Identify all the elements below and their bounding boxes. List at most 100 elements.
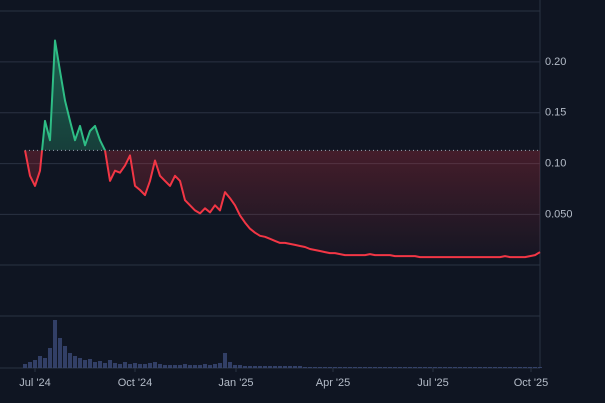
- volume-bar: [78, 358, 82, 368]
- volume-bar: [388, 367, 392, 368]
- volume-bar: [188, 365, 192, 368]
- volume-bar: [488, 367, 492, 368]
- y-tick-label: 0.050: [545, 208, 573, 220]
- volume-bar: [163, 365, 167, 368]
- x-tick-label: Oct '24: [118, 377, 153, 389]
- volume-bar: [428, 367, 432, 368]
- volume-bar: [538, 367, 542, 368]
- volume-bar: [248, 366, 252, 368]
- volume-bar: [33, 360, 37, 368]
- volume-bar: [128, 364, 132, 368]
- volume-bar: [483, 367, 487, 368]
- volume-bar: [258, 366, 262, 368]
- volume-bar: [193, 365, 197, 368]
- volume-bar: [503, 367, 507, 368]
- volume-bar: [173, 365, 177, 368]
- volume-bar: [518, 367, 522, 368]
- volume-bar: [238, 365, 242, 368]
- volume-bar: [463, 367, 467, 368]
- y-tick-label: 0.10: [545, 157, 566, 169]
- volume-bar: [383, 367, 387, 368]
- volume-bar: [308, 367, 312, 368]
- price-line-down: [24, 150, 541, 259]
- volume-bar: [63, 346, 67, 368]
- volume-bar: [333, 367, 337, 368]
- volume-bar: [198, 365, 202, 368]
- volume-bar: [413, 367, 417, 368]
- volume-bar: [183, 364, 187, 368]
- volume-bar: [48, 348, 52, 368]
- volume-bar: [528, 367, 532, 368]
- volume-bar: [148, 363, 152, 368]
- volume-bar: [133, 363, 137, 368]
- volume-bar: [343, 367, 347, 368]
- volume-bar: [53, 320, 57, 368]
- volume-bar: [278, 366, 282, 368]
- volume-bar: [448, 367, 452, 368]
- volume-bar: [83, 360, 87, 368]
- volume-bar: [218, 363, 222, 368]
- volume-bar: [353, 367, 357, 368]
- volume-bar: [473, 367, 477, 368]
- volume-bar: [508, 367, 512, 368]
- volume-bar: [393, 367, 397, 368]
- volume-bar: [268, 366, 272, 368]
- volume-bar: [168, 365, 172, 368]
- volume-bar: [313, 367, 317, 368]
- y-tick-label: 0.20: [545, 56, 566, 68]
- volume-bar: [363, 367, 367, 368]
- volume-bar: [138, 364, 142, 368]
- volume-bar: [58, 338, 62, 368]
- volume-bar: [208, 365, 212, 368]
- volume-bar: [213, 364, 217, 368]
- volume-bar: [323, 367, 327, 368]
- volume-bar: [408, 367, 412, 368]
- volume-bar: [283, 366, 287, 368]
- volume-bar: [373, 367, 377, 368]
- volume-bar: [108, 360, 112, 368]
- volume-bar: [73, 356, 77, 368]
- volume-bar: [43, 358, 47, 368]
- volume-bar: [468, 367, 472, 368]
- volume-bar: [223, 353, 227, 368]
- volume-bar: [443, 367, 447, 368]
- volume-bar: [378, 367, 382, 368]
- volume-bar: [118, 364, 122, 368]
- volume-bar: [338, 367, 342, 368]
- volume-bar: [88, 359, 92, 368]
- volume-bar: [143, 364, 147, 368]
- volume-bar: [23, 364, 27, 368]
- volume-bar: [93, 362, 97, 368]
- volume-bar: [368, 367, 372, 368]
- volume-bar: [243, 366, 247, 368]
- volume-bar: [418, 367, 422, 368]
- volume-bar: [493, 367, 497, 368]
- volume-bar: [38, 356, 42, 368]
- volume-bar: [98, 361, 102, 368]
- volume-bar: [348, 367, 352, 368]
- volume-bar: [303, 367, 307, 368]
- volume-bar: [358, 367, 362, 368]
- volume-bar: [68, 353, 72, 368]
- volume-bar: [158, 364, 162, 368]
- x-tick-label: Oct '25: [514, 377, 549, 389]
- volume-bar: [523, 367, 527, 368]
- volume-bar: [233, 365, 237, 368]
- volume-bar: [228, 362, 232, 368]
- volume-bar: [113, 363, 117, 368]
- area-down: [25, 150, 540, 258]
- volume-bar: [533, 367, 537, 368]
- volume-bar: [273, 366, 277, 368]
- volume-bar: [398, 367, 402, 368]
- volume-bar: [28, 362, 32, 368]
- x-tick-label: Apr '25: [316, 377, 351, 389]
- volume-bar: [403, 367, 407, 368]
- volume-bar: [433, 367, 437, 368]
- volume-bar: [478, 367, 482, 368]
- volume-bar: [453, 367, 457, 368]
- volume-bar: [458, 367, 462, 368]
- volume-bar: [438, 367, 442, 368]
- volume-bar: [123, 362, 127, 368]
